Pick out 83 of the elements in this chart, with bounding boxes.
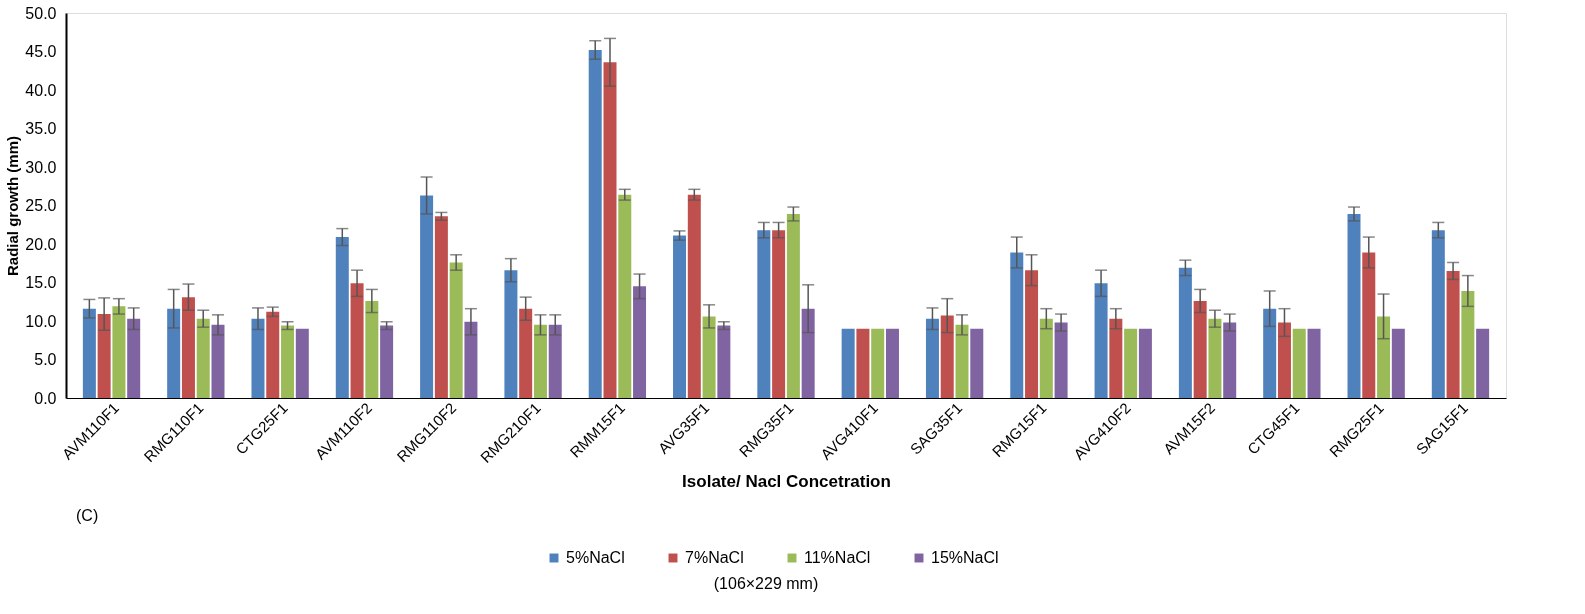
bar [588,49,602,398]
bar [211,324,225,398]
y-tick-label: 10.0 [25,312,57,330]
bar [1193,300,1207,398]
x-axis-title: Isolate/ Nacl Concetration [682,471,891,491]
y-tick-label: 30.0 [25,158,57,176]
legend-label: 15%NaCl [931,549,999,566]
bar [97,314,111,398]
bar [702,316,716,398]
y-tick-label: 40.0 [25,81,57,99]
bar [167,308,181,398]
bar [350,283,364,398]
bar [335,237,349,398]
bar [757,230,771,398]
bar [673,235,687,398]
y-axis-title: Radial growth (mm) [4,135,22,277]
bar [1223,322,1237,398]
bar [772,230,786,398]
bar [251,318,265,398]
y-tick-label: 15.0 [25,274,57,291]
bar [1109,318,1123,398]
y-tick-label: 50.0 [25,4,57,22]
bar [687,194,701,398]
bar [1461,290,1475,398]
bar [1208,318,1222,398]
bar [1347,213,1361,398]
bar [1138,328,1152,398]
bar [633,286,647,398]
bar [1263,308,1277,398]
y-tick-label: 0.0 [34,389,57,407]
bar [1124,328,1138,398]
bar [970,328,984,398]
bar [181,297,195,398]
bar [533,324,547,398]
legend-label: 11%NaCl [804,549,871,566]
bar [519,308,533,398]
y-tick-label: 5.0 [34,351,57,368]
text: (106×229 mm) [713,575,819,592]
legend-label: 5%NaCl [566,549,625,566]
bar [871,328,885,398]
bar [925,318,939,398]
bar [365,300,379,398]
bar [464,321,478,398]
bar [1377,316,1391,398]
bar [196,318,210,398]
bar [112,306,126,398]
bar [504,270,518,398]
bar [82,308,96,398]
bar [841,328,855,398]
legend-label: 7%NaCl [685,549,744,566]
bar [1446,270,1460,398]
y-tick-label: 45.0 [25,43,57,60]
bar [955,324,969,398]
bar [266,311,280,398]
bar [1010,252,1024,398]
text: (C) [76,507,99,524]
bar [295,328,309,398]
bar [786,213,800,398]
bar [1178,267,1192,398]
bar [801,308,815,398]
bar [885,328,899,398]
bar [856,328,870,398]
bar [1292,328,1306,398]
bar [618,194,632,398]
bar [127,318,141,398]
bar [603,62,617,398]
y-tick-label: 20.0 [25,235,57,253]
bar [1476,328,1490,398]
bar [1054,322,1068,398]
bar [1094,283,1108,398]
bar [1431,230,1445,398]
bar [1025,270,1039,398]
bar [1277,322,1291,398]
bar [1039,318,1053,398]
y-tick-label: 25.0 [25,197,57,214]
bar [420,195,434,398]
y-tick-label: 35.0 [25,120,57,137]
bar [1391,328,1405,398]
bar [940,315,954,398]
bar [449,262,463,398]
bar [1362,252,1376,398]
bar [548,324,562,398]
bar [1307,328,1321,398]
